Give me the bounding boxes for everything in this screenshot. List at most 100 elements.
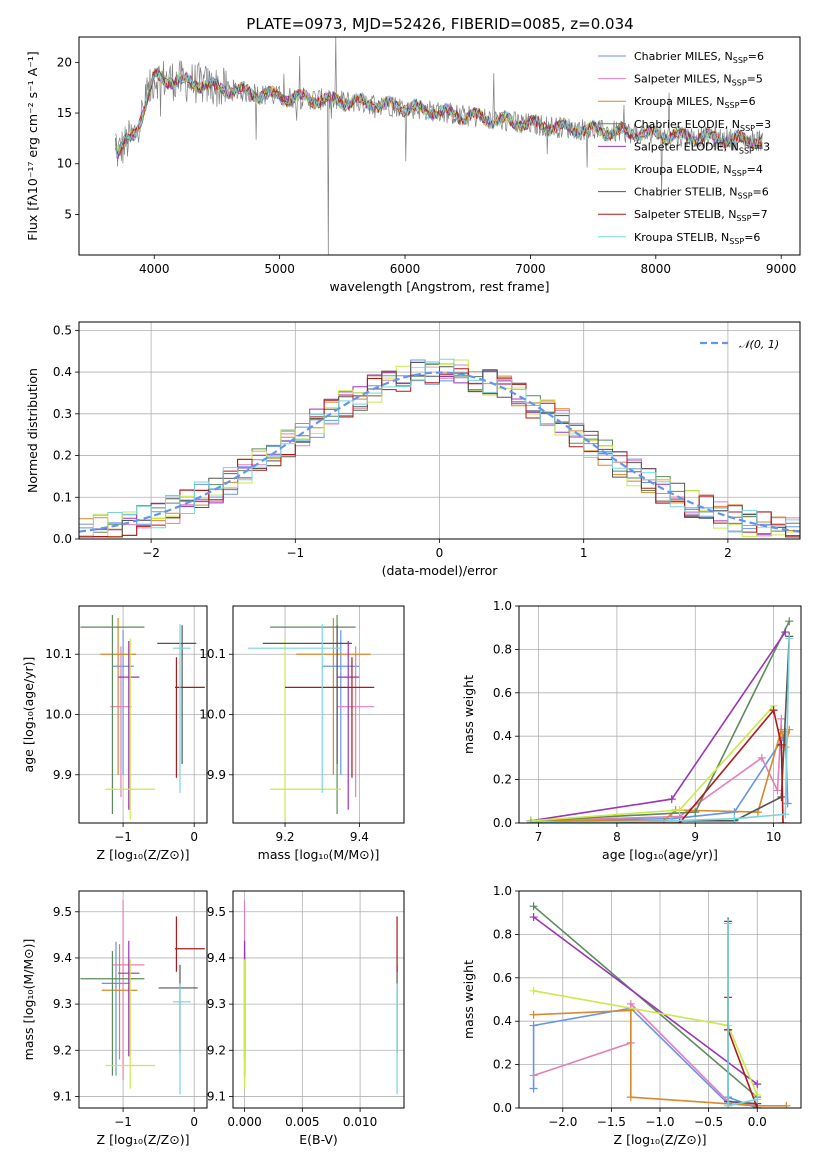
mass_vs_ebv-ytick-label: 9.1 bbox=[207, 1089, 226, 1103]
legend-entry-sub: SSP bbox=[738, 192, 753, 201]
weight_vs_age-series-7 bbox=[530, 708, 784, 823]
weight_vs_Z-xtick-label: −1.0 bbox=[645, 1115, 674, 1129]
legend-entry-val: =6 bbox=[753, 186, 769, 199]
weight_vs_age-marker-1-3 bbox=[773, 786, 782, 795]
weight_vs_age-marker-3-1 bbox=[691, 808, 700, 817]
mass_vs_Z-ylabel: mass [log₁₀(M/M⊙)] bbox=[21, 939, 36, 1061]
spectrum-panel: 4000 5000 6000 7000 8000 9000 5 10 15 20 wavelengt… bbox=[25, 36, 801, 294]
mass_vs_ebv-xtick-label: 0.010 bbox=[343, 1115, 377, 1129]
mass_vs_ebv-xtick-label: 0.005 bbox=[285, 1115, 319, 1129]
weight_vs_Z-marker-8-2 bbox=[753, 1095, 762, 1104]
weight_vs_Z-marker-5-0 bbox=[529, 986, 538, 995]
legend-entry-text: Salpeter MILES, N bbox=[634, 73, 732, 86]
residuals-ylabel: Normed distribution bbox=[25, 368, 40, 493]
reference-legend-label: 𝒩(0, 1) bbox=[739, 338, 779, 351]
weight_vs_age-xtick-label: 9 bbox=[691, 830, 699, 844]
mass_vs_ebv-xtick-label: 0.000 bbox=[227, 1115, 261, 1129]
spectrum-xtick-label: 6000 bbox=[390, 262, 421, 276]
spectrum-xtick-label: 4000 bbox=[139, 262, 170, 276]
legend-entry-text: Kroupa MILES, N bbox=[634, 95, 724, 108]
weight_vs_age-marker-8-1 bbox=[667, 816, 676, 823]
weight_vs_Z-series-0 bbox=[532, 1007, 758, 1108]
mass_vs_ebv-frame bbox=[232, 890, 405, 1109]
age_vs_Z-panel: −1 0 9.9 10.0 10.1 Z [log₁₀(Z/Z⊙)] age [log₁₀(… bbox=[21, 605, 208, 862]
weight_vs_Z-ytick-label: 0.0 bbox=[493, 1101, 512, 1115]
weight_vs_age-series-6 bbox=[530, 636, 791, 823]
weight_vs_age-marker-8-2 bbox=[730, 814, 739, 823]
weight_vs_Z-xtick-label: −1.5 bbox=[597, 1115, 626, 1129]
weight_vs_age-marker-7-4 bbox=[778, 819, 787, 823]
legend-entry-sub: SSP bbox=[739, 146, 754, 155]
mass_vs_Z-ytick-label: 9.1 bbox=[53, 1089, 72, 1103]
age_vs_Z-ytick-label: 9.9 bbox=[53, 768, 72, 782]
age_vs_mass-xlabel: mass [log₁₀(M/M⊙)] bbox=[258, 847, 380, 862]
weight_vs_Z-series-5 bbox=[533, 990, 758, 1096]
age_vs_mass-ytick-label: 10.1 bbox=[199, 647, 226, 661]
weight_vs_Z-series-7 bbox=[727, 997, 758, 1108]
spectrum-xtick-label: 5000 bbox=[264, 262, 295, 276]
mass_vs_Z-ytick-label: 9.3 bbox=[53, 997, 72, 1011]
weight_vs_Z-marker-0-1 bbox=[529, 1021, 538, 1030]
mass_vs_Z-ytick-label: 9.4 bbox=[53, 951, 72, 965]
plots-container: 4000 5000 6000 7000 8000 90005101520wavelengt… bbox=[21, 36, 802, 1147]
spectrum-xtick-label: 8000 bbox=[641, 262, 672, 276]
age_vs_Z-ylabel: age [log₁₀(age/yr)] bbox=[21, 657, 36, 773]
legend-entry-5: Kroupa ELODIE, NSSP=4 bbox=[634, 163, 763, 178]
weight_vs_age-marker-1-4 bbox=[777, 714, 786, 723]
weight_vs_Z-panel: −2.0 −1.5 −1.0 −0.5 0.0 0.0 0.2 0.4 0.6 0.8 1.0 Z [… bbox=[461, 884, 802, 1147]
residuals-xtick-label: −1 bbox=[286, 546, 304, 560]
spectrum-model-line-8 bbox=[115, 71, 763, 157]
spectrum-frame bbox=[78, 36, 801, 256]
weight_vs_Z-ytick-label: 1.0 bbox=[493, 884, 512, 898]
weight_vs_Z-xtick-label: −2.0 bbox=[548, 1115, 577, 1129]
weight_vs_Z-xtick-label: −0.5 bbox=[694, 1115, 723, 1129]
mass_vs_ebv-ytick-label: 9.4 bbox=[207, 951, 226, 965]
mass_vs_ebv-xlabel: E(B-V) bbox=[299, 1132, 338, 1147]
weight_vs_age-series-5 bbox=[530, 705, 775, 822]
weight_vs_age-xtick-label: 7 bbox=[535, 830, 543, 844]
histogram-series-5 bbox=[79, 359, 800, 537]
residuals-ytick-label: 0.5 bbox=[53, 323, 72, 337]
legend-entry-text: Kroupa ELODIE, N bbox=[634, 163, 732, 176]
spectrum-xlabel: wavelength [Angstrom, rest frame] bbox=[329, 279, 549, 294]
weight_vs_age-ytick-label: 1.0 bbox=[493, 599, 512, 613]
mass_vs_Z-ytick-label: 9.5 bbox=[53, 905, 72, 919]
residuals-xtick-label: 1 bbox=[580, 546, 588, 560]
weight_vs_Z-marker-2-0 bbox=[529, 1010, 538, 1019]
weight_vs_Z-marker-7-3 bbox=[753, 1104, 762, 1108]
legend-entry-sub: SSP bbox=[729, 237, 744, 246]
age_vs_mass-ytick-label: 10.0 bbox=[199, 708, 226, 722]
weight_vs_age-panel: 7 8 9 10 0.0 0.2 0.4 0.6 0.8 1.0 age [log₁₀(age/yr… bbox=[461, 599, 802, 862]
weight_vs_age-marker-7-2 bbox=[769, 706, 778, 715]
mass_vs_Z-panel: −1 0 9.1 9.2 9.3 9.4 9.5 Z [log₁₀(Z/Z⊙)] mass [l… bbox=[21, 890, 208, 1147]
weight_vs_age-ytick-label: 0.2 bbox=[493, 773, 512, 787]
weight_vs_age-marker-8-0 bbox=[526, 819, 535, 823]
histogram-series-7 bbox=[79, 368, 800, 538]
age_vs_Z-xlabel: Z [log₁₀(Z/Z⊙)] bbox=[97, 847, 190, 862]
histogram-series-8 bbox=[79, 358, 800, 533]
mass_vs_ebv-ytick-label: 9.3 bbox=[207, 997, 226, 1011]
residuals-xlabel: (data-model)/error bbox=[382, 563, 499, 578]
legend-entry-7: Salpeter STELIB, NSSP=7 bbox=[634, 208, 768, 223]
weight_vs_age-ytick-label: 0.4 bbox=[493, 729, 512, 743]
residuals-xtick-label: 2 bbox=[724, 546, 732, 560]
legend-entry-val: =5 bbox=[747, 73, 763, 86]
weight_vs_age-marker-4-2 bbox=[781, 628, 790, 637]
weight_vs_Z-plot-area bbox=[529, 902, 791, 1108]
age_vs_mass-xtick-label: 9.4 bbox=[350, 830, 369, 844]
weight_vs_age-frame bbox=[518, 605, 802, 824]
legend-entry-sub: SSP bbox=[732, 169, 747, 178]
weight_vs_Z-marker-8-0 bbox=[724, 919, 733, 928]
weight_vs_Z-series-3 bbox=[533, 905, 758, 1098]
spectrum-plot-area bbox=[115, 37, 763, 255]
legend-entry-text: Chabrier ELODIE, N bbox=[634, 118, 740, 131]
legend-entry-val: =6 bbox=[748, 50, 764, 63]
weight_vs_age-ytick-label: 0.6 bbox=[493, 686, 512, 700]
age_vs_mass-plot-area bbox=[247, 615, 375, 820]
weight_vs_Z-marker-2-4 bbox=[782, 1101, 791, 1108]
legend-entry-val: =6 bbox=[744, 231, 760, 244]
weight_vs_age-xtick-label: 8 bbox=[613, 830, 621, 844]
spectrum-ylabel: Flux [fλ10⁻¹⁷ erg cm⁻² s⁻¹ A⁻¹] bbox=[25, 51, 40, 240]
